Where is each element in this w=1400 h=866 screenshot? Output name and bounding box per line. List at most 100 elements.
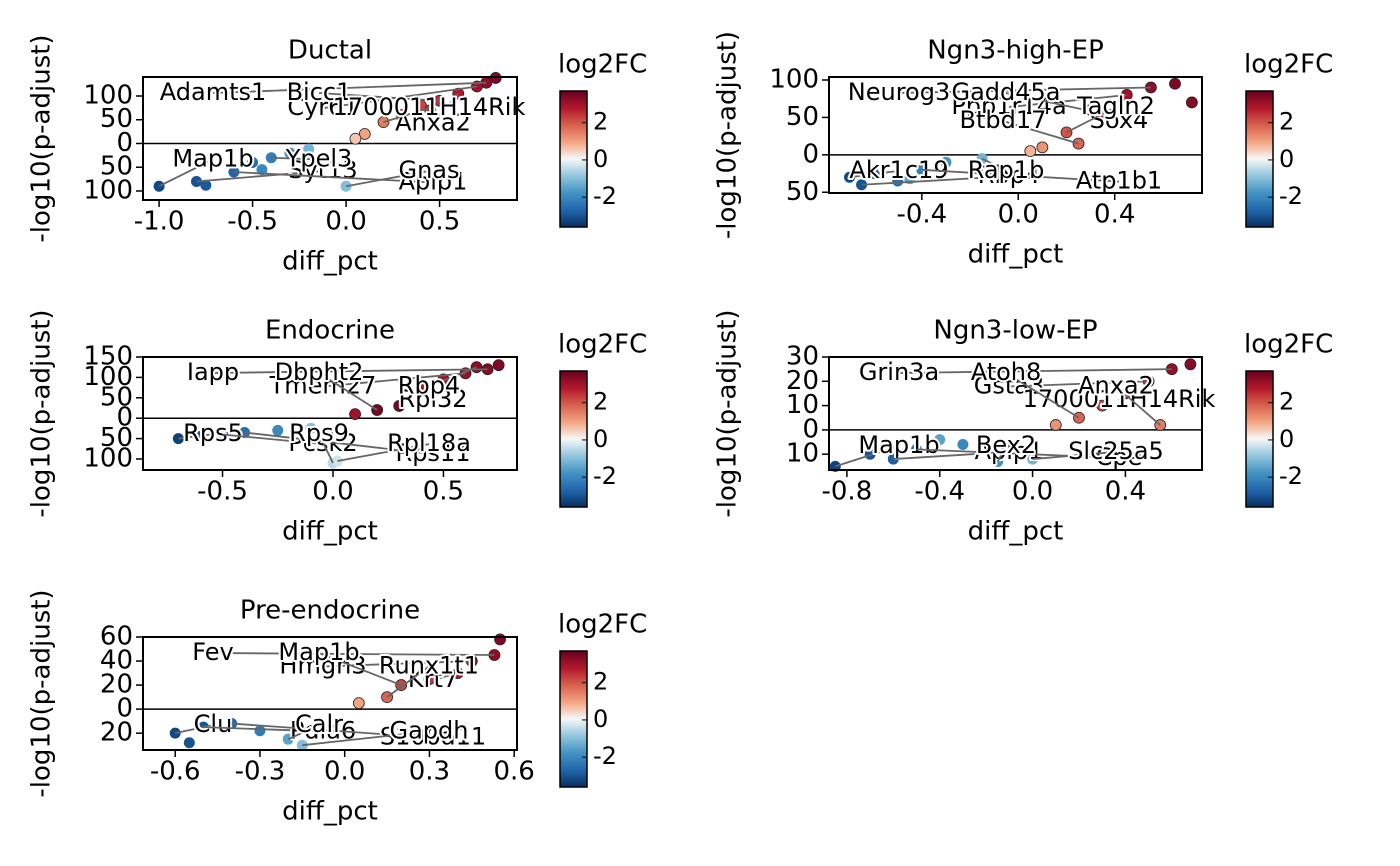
label-connector [834, 445, 900, 468]
label-connector [921, 168, 1120, 183]
gene-label: Anxa2 [1078, 372, 1154, 400]
point [1036, 141, 1049, 154]
y-tick-label: 100 [83, 362, 133, 392]
colorbar-tick-label: 0 [593, 705, 608, 733]
label-connector [302, 730, 430, 747]
point [934, 434, 946, 446]
x-tick-label: -1.0 [134, 207, 185, 237]
label-connector [861, 175, 1010, 186]
x-tick-label: -0.6 [150, 757, 201, 787]
colorbar-tick-label: 2 [593, 388, 608, 416]
y-tick-label: 50 [100, 382, 133, 412]
gene-label: Map1b [278, 638, 359, 666]
gene-label: Adamts1 [160, 78, 267, 106]
gene-label: Grin3a [859, 358, 939, 386]
y-tick-label: 40 [100, 646, 133, 676]
label-connector [318, 372, 378, 411]
label-connector [178, 433, 214, 440]
point [1024, 145, 1037, 157]
y-tick-label: 100 [83, 443, 133, 473]
label-connector [233, 171, 434, 184]
label-connector [203, 726, 324, 733]
label-connector [996, 445, 1007, 462]
label-connector [158, 158, 214, 188]
point [1169, 77, 1181, 90]
label-connector [1005, 372, 1080, 419]
y-tick-label: 10 [786, 390, 819, 420]
x-tick-label: -0.4 [896, 200, 947, 230]
point [1096, 399, 1109, 412]
label-connector [345, 170, 430, 188]
y-tick-label: 0 [116, 128, 133, 158]
gene-label: Iapp [187, 358, 239, 386]
y-tick-label: 60 [100, 622, 133, 652]
legend-title: log2FC [1244, 50, 1333, 80]
colorbar [1245, 90, 1274, 228]
y-tick-label: 0 [802, 414, 819, 444]
x-tick-label: 0.6 [493, 757, 534, 787]
point [1184, 358, 1197, 371]
gene-label: Rps11 [396, 439, 471, 467]
gene-label: Bex2 [976, 431, 1036, 459]
gene-label: Btbd17 [960, 106, 1047, 134]
y-tick-label: 20 [786, 366, 819, 396]
gene-label: Rap1b [968, 156, 1045, 184]
gene-label: S100a11 [380, 723, 486, 751]
gene-label: Ypel3 [285, 144, 353, 172]
legend-title: log2FC [558, 330, 647, 360]
label-connector [271, 156, 320, 161]
point [247, 156, 259, 168]
label-connector [222, 433, 324, 446]
label-connector [212, 81, 487, 94]
y-tick-label: 10 [786, 439, 819, 469]
point [957, 438, 969, 450]
gene-label: Map1b [858, 431, 939, 459]
colorbar-tick-label: -2 [593, 462, 617, 490]
label-connector [196, 170, 324, 183]
label-connector [244, 431, 434, 455]
gene-label: Gapdh [390, 716, 469, 744]
gene-label: Rbp4 [398, 372, 460, 400]
label-connector [898, 368, 1172, 374]
x-tick-label: 0.3 [409, 757, 450, 787]
gene-label: Anxa2 [395, 108, 471, 136]
y-tick-label: 50 [100, 152, 133, 182]
y-tick-label: 50 [786, 102, 819, 132]
x-axis-label: diff_pct [968, 240, 1064, 270]
panel-title: Endocrine [265, 316, 395, 346]
colorbar-tick-label: 0 [593, 145, 608, 173]
y-axis-label: -log10(p-adjust) [27, 589, 57, 797]
x-tick-label: 0.0 [998, 200, 1039, 230]
gene-label: Aplp1 [399, 167, 468, 195]
label-connector [1008, 380, 1149, 388]
x-tick-label: -0.4 [914, 477, 965, 507]
plot-frame [828, 76, 1203, 194]
label-connector [1066, 106, 1117, 134]
y-axis-label: -log10(p-adjust) [713, 309, 743, 517]
label-connector [1002, 120, 1079, 145]
x-axis-label: diff_pct [282, 247, 378, 277]
legend-title: log2FC [558, 610, 647, 640]
point [1049, 419, 1062, 431]
label-connector [1032, 451, 1117, 460]
plot-frame [142, 76, 518, 201]
gene-label: Tagln2 [1076, 92, 1155, 120]
panel-title: Ngn3-low-EP [933, 316, 1097, 346]
panel-title: Pre-endocrine [240, 596, 420, 626]
label-connector [212, 368, 488, 374]
gene-label: Ppp1r14a [951, 92, 1066, 120]
gene-label: Slc25a5 [1068, 437, 1164, 465]
colorbar-tick-label: 2 [1279, 108, 1294, 136]
point [1185, 96, 1198, 109]
colorbar [559, 370, 588, 508]
y-axis-label: -log10(p-adjust) [27, 309, 57, 517]
label-connector [981, 157, 1007, 172]
colorbar-tick-label: 0 [593, 425, 608, 453]
point [256, 164, 268, 176]
x-tick-label: -0.5 [197, 477, 248, 507]
label-connector [287, 724, 320, 740]
label-connector [916, 448, 1120, 459]
colorbar-tick-label: 0 [1279, 145, 1294, 173]
label-connector [318, 652, 402, 686]
